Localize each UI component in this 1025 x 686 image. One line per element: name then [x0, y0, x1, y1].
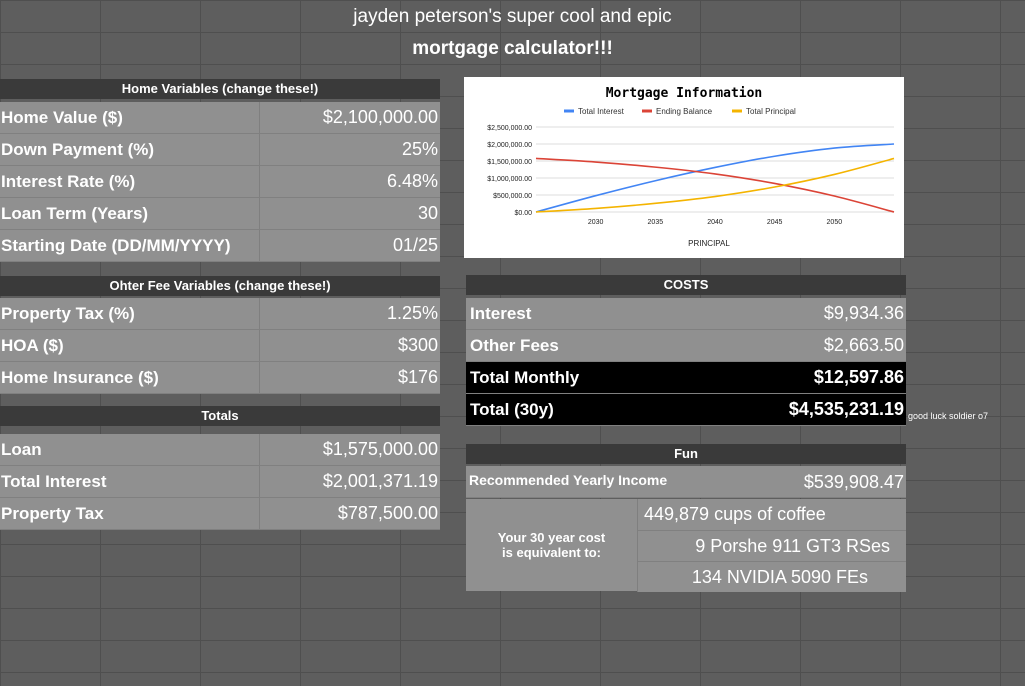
down-payment-row[interactable]: Down Payment (%) 25% [0, 134, 440, 166]
row-label: Total (30y) [470, 400, 554, 419]
x-tick-label-1: 2035 [648, 219, 664, 226]
home-variables-table: Home Value ($) $2,100,000.00 Down Payment… [0, 102, 440, 262]
row-label: Interest Rate (%) [1, 172, 136, 191]
equivalent-porsche[interactable]: 9 Porshe 911 GT3 RSes [637, 531, 906, 562]
y-tick-label-3: $1,000,000.00 [487, 176, 532, 183]
x-tick-label-2: 2040 [707, 219, 723, 226]
starting-date-cell[interactable]: 01/25 [259, 230, 440, 261]
y-tick-label-4: $500,000.00 [493, 193, 532, 200]
down-payment-cell[interactable]: 25% [259, 134, 440, 165]
equivalents-list: 449,879 cups of coffee 9 Porshe 911 GT3 … [637, 499, 906, 592]
row-label: HOA ($) [1, 336, 64, 355]
home-insurance-row[interactable]: Home Insurance ($) $176 [0, 362, 440, 394]
total-monthly-row[interactable]: Total Monthly $12,597.86 [466, 362, 906, 394]
property-tax-cell[interactable]: 1.25% [259, 298, 440, 329]
series-line-total-interest [535, 143, 895, 213]
legend-label-1: Ending Balance [656, 107, 713, 116]
row-label: Loan Term (Years) [1, 204, 149, 223]
interest-cost-cell[interactable]: $9,934.36 [823, 303, 904, 323]
costs-table: Interest $9,934.36 Other Fees $2,663.50 To… [466, 298, 906, 426]
equivalent-gpu[interactable]: 134 NVIDIA 5090 FEs [637, 562, 906, 592]
y-tick-label-5: $0.00 [514, 210, 532, 217]
page-title-line-1: jayden peterson's super cool and epic [353, 6, 672, 27]
home-variables-header: Home Variables (change these!) [0, 79, 440, 99]
income-value[interactable]: $539,908.47 [803, 472, 904, 492]
total-30y-row[interactable]: Total (30y) $4,535,231.19 [466, 394, 906, 426]
equivalent-coffee[interactable]: 449,879 cups of coffee [637, 499, 906, 531]
home-value-cell[interactable]: $2,100,000.00 [259, 102, 440, 133]
interest-cost-row[interactable]: Interest $9,934.36 [466, 298, 906, 330]
x-axis-label: PRINCIPAL [688, 239, 730, 248]
home-value-row[interactable]: Home Value ($) $2,100,000.00 [0, 102, 440, 134]
other-fees-cost-cell[interactable]: $2,663.50 [823, 335, 904, 355]
row-label: Loan [1, 440, 42, 459]
property-tax-total-cell[interactable]: $787,500.00 [259, 498, 440, 529]
row-label: Interest [470, 304, 532, 323]
x-tick-label-3: 2045 [767, 219, 783, 226]
mortgage-chart-svg: Mortgage Information Total Interest Ending… [487, 86, 895, 248]
total-interest-cell[interactable]: $2,001,371.19 [259, 466, 440, 497]
equivalent-label-cell: Your 30 year cost is equivalent to: [466, 499, 637, 591]
y-tick-label-2: $1,500,000.00 [487, 159, 532, 166]
row-label: Total Monthly [470, 368, 580, 387]
y-tick-label-1: $2,000,000.00 [487, 142, 532, 149]
income-row[interactable]: Recommended Yearly Income $539,908.47 [466, 466, 906, 498]
row-label: Starting Date (DD/MM/YYYY) [1, 236, 231, 255]
hoa-cell[interactable]: $300 [259, 330, 440, 361]
totals-header: Totals [0, 406, 440, 426]
equivalent-label: Your 30 year cost is equivalent to: [497, 530, 606, 560]
good-luck-note: good luck soldier o7 [908, 411, 989, 421]
loan-term-row[interactable]: Loan Term (Years) 30 [0, 198, 440, 230]
page-title-line-2: mortgage calculator!!! [412, 38, 613, 59]
fun-header: Fun [466, 444, 906, 464]
row-label: Other Fees [470, 336, 559, 355]
property-tax-total-row[interactable]: Property Tax $787,500.00 [0, 498, 440, 530]
costs-header: COSTS [466, 275, 906, 295]
legend-label-2: Total Principal [746, 107, 796, 116]
row-label: Property Tax [1, 504, 104, 523]
x-tick-label-0: 2030 [588, 219, 604, 226]
legend-label-0: Total Interest [578, 107, 625, 116]
other-fees-cost-row[interactable]: Other Fees $2,663.50 [466, 330, 906, 362]
row-label: Property Tax (%) [1, 304, 135, 323]
row-label: Total Interest [1, 472, 107, 491]
chart-title: Mortgage Information [606, 86, 763, 101]
y-tick-label-0: $2,500,000.00 [487, 125, 532, 132]
x-tick-label-4: 2050 [827, 219, 843, 226]
row-label: Home Insurance ($) [1, 368, 159, 387]
property-tax-row[interactable]: Property Tax (%) 1.25% [0, 298, 440, 330]
loan-cell[interactable]: $1,575,000.00 [259, 434, 440, 465]
interest-rate-cell[interactable]: 6.48% [259, 166, 440, 197]
totals-table: Loan $1,575,000.00 Total Interest $2,001,3… [0, 434, 440, 530]
row-label: Down Payment (%) [1, 140, 155, 159]
total-30y-cell[interactable]: $4,535,231.19 [788, 399, 904, 419]
income-label: Recommended Yearly Income [469, 472, 668, 488]
total-monthly-cell[interactable]: $12,597.86 [813, 367, 904, 387]
loan-term-cell[interactable]: 30 [259, 198, 440, 229]
series-line-total-principal [535, 157, 895, 213]
row-label: Home Value ($) [1, 108, 123, 127]
series-line-ending-balance [535, 157, 895, 213]
total-interest-row[interactable]: Total Interest $2,001,371.19 [0, 466, 440, 498]
other-fees-table: Property Tax (%) 1.25% HOA ($) $300 Home I… [0, 298, 440, 394]
interest-rate-row[interactable]: Interest Rate (%) 6.48% [0, 166, 440, 198]
mortgage-chart[interactable]: Mortgage Information Total Interest Ending… [464, 77, 904, 258]
hoa-row[interactable]: HOA ($) $300 [0, 330, 440, 362]
home-insurance-cell[interactable]: $176 [259, 362, 440, 393]
starting-date-row[interactable]: Starting Date (DD/MM/YYYY) 01/25 [0, 230, 440, 262]
other-fees-header: Ohter Fee Variables (change these!) [0, 276, 440, 296]
loan-row[interactable]: Loan $1,575,000.00 [0, 434, 440, 466]
